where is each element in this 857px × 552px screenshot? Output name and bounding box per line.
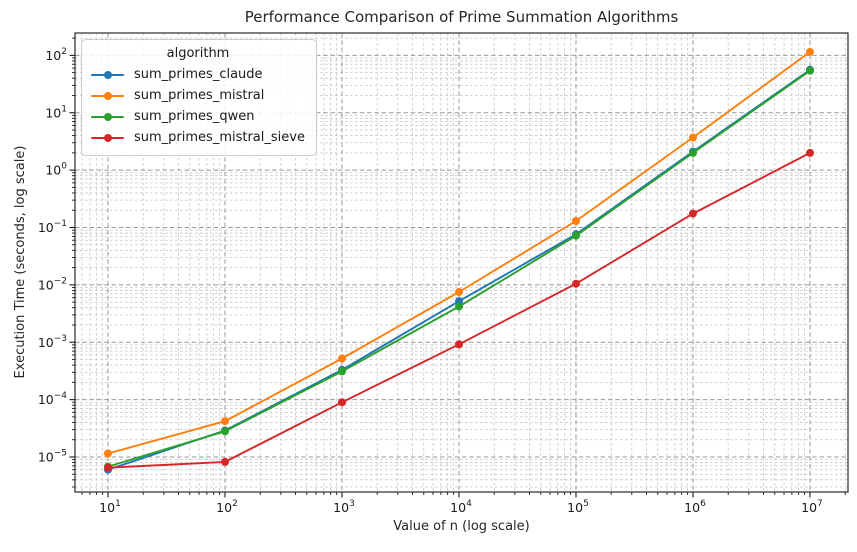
svg-text:101: 101 (99, 499, 121, 515)
legend-item-sum_primes_mistral: sum_primes_mistral (91, 85, 305, 106)
svg-text:100: 100 (45, 162, 67, 178)
y-axis-label-text: Execution Time (seconds, log scale) (13, 145, 28, 379)
svg-text:10−4: 10−4 (38, 391, 67, 407)
legend: algorithm sum_primes_claude sum_primes_mi… (81, 39, 317, 156)
svg-text:106: 106 (684, 499, 706, 515)
legend-items: sum_primes_claude sum_primes_mistral sum_p… (91, 64, 305, 148)
legend-line-dot-marker (91, 91, 124, 101)
svg-text:102: 102 (216, 499, 238, 515)
svg-text:10−3: 10−3 (38, 334, 67, 350)
legend-item-sum_primes_mistral_sieve: sum_primes_mistral_sieve (91, 127, 305, 148)
legend-item-sum_primes_claude: sum_primes_claude (91, 64, 305, 85)
svg-text:102: 102 (45, 47, 67, 63)
svg-text:10−1: 10−1 (38, 219, 67, 235)
legend-item-label: sum_primes_qwen (134, 109, 255, 124)
svg-text:101: 101 (45, 104, 67, 120)
legend-item-label: sum_primes_mistral (134, 88, 265, 103)
svg-text:10−2: 10−2 (38, 276, 67, 292)
svg-text:103: 103 (333, 499, 355, 515)
x-axis-label: Value of n (log scale) (393, 519, 530, 534)
legend-line-dot-marker (91, 70, 124, 80)
svg-text:10−5: 10−5 (38, 449, 67, 465)
chart-title: Performance Comparison of Prime Summatio… (244, 8, 679, 26)
legend-title: algorithm (166, 46, 230, 61)
legend-item-sum_primes_qwen: sum_primes_qwen (91, 106, 305, 127)
svg-text:105: 105 (567, 499, 589, 515)
legend-line-dot-marker (91, 133, 124, 143)
svg-text:104: 104 (450, 499, 472, 515)
legend-item-label: sum_primes_claude (134, 67, 263, 82)
legend-item-label: sum_primes_mistral_sieve (134, 130, 305, 145)
svg-text:107: 107 (801, 499, 823, 515)
legend-line-dot-marker (91, 112, 124, 122)
